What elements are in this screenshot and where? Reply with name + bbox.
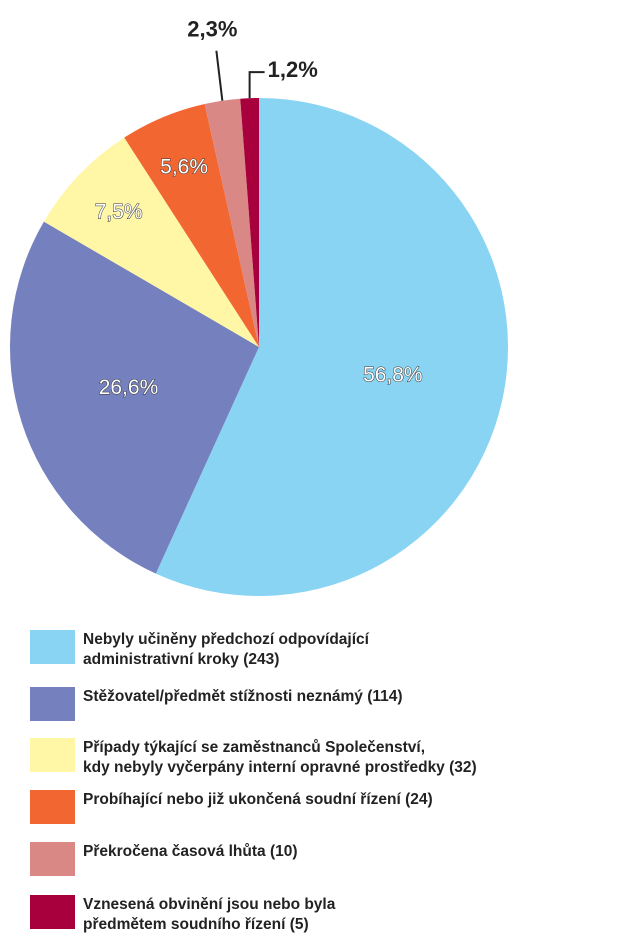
pie-slice — [43, 137, 259, 347]
legend-swatch — [30, 687, 75, 721]
leader-line — [215, 50, 224, 101]
legend-swatch — [30, 895, 75, 929]
slice-label: 1,2% — [268, 57, 318, 82]
legend-label: Překročena časová lhůta (10) — [83, 843, 298, 860]
slice-label: 7,5% — [95, 200, 143, 223]
pie-slice — [9, 221, 259, 574]
pie-slice — [155, 98, 508, 597]
slice-label: 26,6% — [99, 376, 159, 399]
legend-label: Stěžovatel/předmět stížnosti neznámý (11… — [83, 688, 403, 705]
slice-label: 5,6% — [160, 155, 208, 178]
legend-item: Stěžovatel/předmět stížnosti neznámý (11… — [30, 687, 403, 721]
legend-item: Probíhající nebo již ukončená soudní říz… — [30, 790, 433, 824]
slice-label: 56,8% — [363, 364, 423, 387]
legend-label: Vznesená obvinění jsou nebo byla předmět… — [83, 896, 336, 933]
legend-swatch — [30, 790, 75, 824]
legend-label: Probíhající nebo již ukončená soudní říz… — [83, 791, 433, 808]
legend-label: Případy týkající se zaměstnanců Společen… — [83, 739, 477, 776]
legend-swatch — [30, 738, 75, 772]
pie-slice — [124, 103, 260, 347]
pie-slice — [240, 98, 259, 347]
leader-line — [248, 71, 265, 99]
legend-item: Nebyly učiněny předchozí odpovídající ad… — [30, 630, 369, 670]
chart: 56,8% 26,6% 7,5% 5,6% 2,3% 1,2% — [9, 17, 508, 597]
legend-label: Nebyly učiněny předchozí odpovídající ad… — [83, 631, 369, 668]
legend-swatch — [30, 842, 75, 876]
slice-label: 2,3% — [187, 17, 237, 42]
legend-item: Případy týkající se zaměstnanců Společen… — [30, 738, 477, 778]
legend-item: Vznesená obvinění jsou nebo byla předmět… — [30, 895, 335, 935]
pie-slice — [204, 98, 259, 348]
legend-swatch — [30, 630, 75, 664]
legend-item: Překročena časová lhůta (10) — [30, 842, 298, 876]
